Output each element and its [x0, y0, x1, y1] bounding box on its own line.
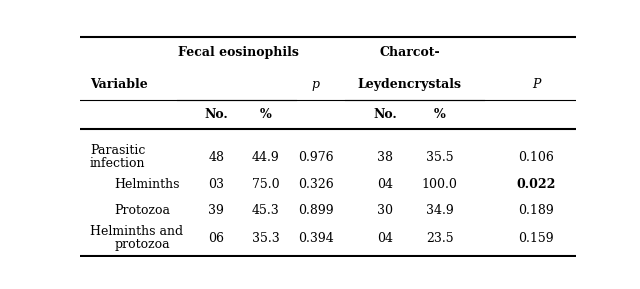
- Text: 35.3: 35.3: [252, 232, 280, 245]
- Text: 0.976: 0.976: [298, 151, 333, 164]
- Text: 45.3: 45.3: [252, 204, 280, 217]
- Text: 35.5: 35.5: [426, 151, 453, 164]
- Text: 04: 04: [377, 232, 393, 245]
- Text: 0.899: 0.899: [298, 204, 333, 217]
- Text: 03: 03: [209, 178, 225, 191]
- Text: Fecal eosinophils: Fecal eosinophils: [179, 46, 299, 59]
- Text: protozoa: protozoa: [115, 238, 170, 251]
- Text: P: P: [532, 78, 541, 91]
- Text: 06: 06: [209, 232, 225, 245]
- Text: Leydencrystals: Leydencrystals: [358, 78, 462, 91]
- Text: 04: 04: [377, 178, 393, 191]
- Text: 75.0: 75.0: [252, 178, 280, 191]
- Text: 0.159: 0.159: [518, 232, 554, 245]
- Text: 30: 30: [377, 204, 393, 217]
- Text: 100.0: 100.0: [422, 178, 458, 191]
- Text: No.: No.: [205, 108, 228, 121]
- Text: Variable: Variable: [90, 78, 148, 91]
- Text: %: %: [434, 108, 445, 121]
- Text: 44.9: 44.9: [252, 151, 280, 164]
- Text: 39: 39: [209, 204, 225, 217]
- Text: Protozoa: Protozoa: [115, 204, 171, 217]
- Text: 0.189: 0.189: [518, 204, 554, 217]
- Text: p: p: [312, 78, 319, 91]
- Text: 0.106: 0.106: [518, 151, 554, 164]
- Text: infection: infection: [90, 157, 145, 170]
- Text: Charcot-: Charcot-: [380, 46, 440, 59]
- Text: Helminths and: Helminths and: [90, 225, 183, 238]
- Text: %: %: [260, 108, 272, 121]
- Text: Helminths: Helminths: [115, 178, 180, 191]
- Text: 23.5: 23.5: [426, 232, 453, 245]
- Text: 48: 48: [209, 151, 225, 164]
- Text: 38: 38: [377, 151, 393, 164]
- Text: 0.022: 0.022: [516, 178, 556, 191]
- Text: Parasitic: Parasitic: [90, 144, 145, 157]
- Text: No.: No.: [373, 108, 397, 121]
- Text: 34.9: 34.9: [426, 204, 454, 217]
- Text: 0.394: 0.394: [298, 232, 333, 245]
- Text: 0.326: 0.326: [298, 178, 333, 191]
